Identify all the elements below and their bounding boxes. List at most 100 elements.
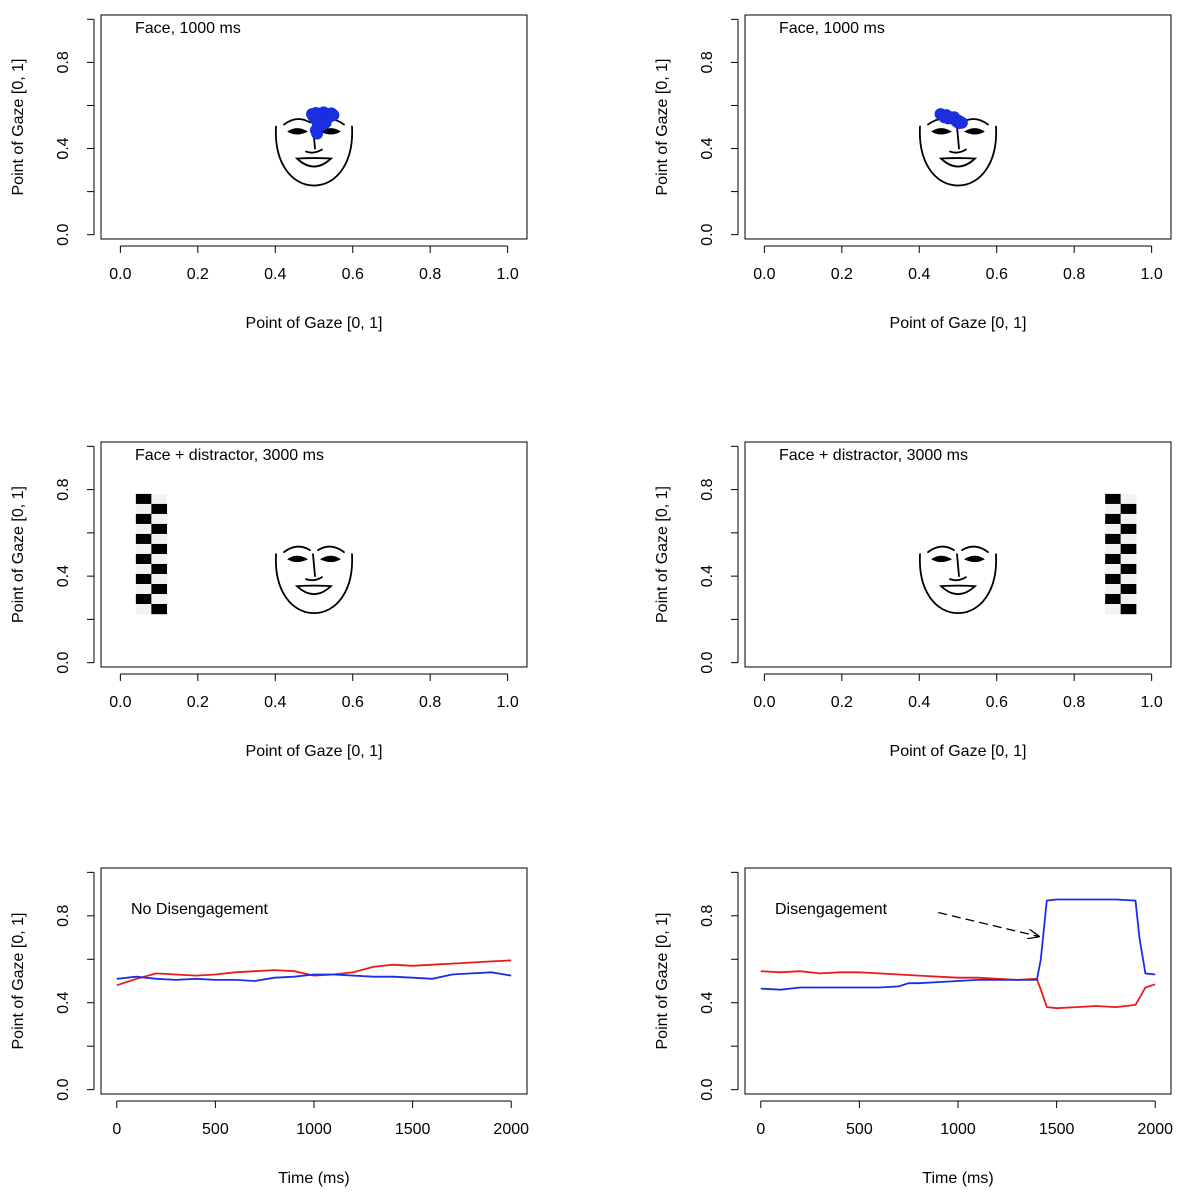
right-brow	[317, 545, 345, 554]
y-tick-label: 0.0	[55, 223, 72, 245]
x-tick-label: 0.8	[419, 694, 441, 711]
checker-cell	[151, 563, 168, 575]
y-axis: 0.0 0.4 0.8	[699, 445, 739, 674]
series-line-1	[116, 959, 512, 987]
x-tick-label: 0.8	[1063, 266, 1085, 283]
checker-cell	[1120, 573, 1137, 585]
x-tick-label: 500	[846, 1121, 873, 1138]
nostril	[949, 148, 967, 154]
x-tick-label: 1.0	[1141, 694, 1163, 711]
checker-cell	[151, 533, 168, 545]
checker-cell	[1105, 543, 1121, 555]
x-tick-label: 0.6	[986, 694, 1008, 711]
checker-cell	[1105, 523, 1121, 535]
checker-cell	[1105, 503, 1121, 515]
series-line-2	[116, 971, 512, 982]
x-tick-label: 1.0	[497, 694, 519, 711]
panel-annotation: Disengagement	[775, 901, 888, 918]
checker-cell	[1120, 583, 1137, 595]
gaze-points	[934, 108, 968, 130]
face-outline	[275, 553, 353, 615]
plot-frame	[100, 867, 528, 1095]
y-axis: 0.0 0.4 0.8	[55, 871, 95, 1101]
checker-cell	[151, 593, 168, 605]
checker-cell	[135, 543, 152, 555]
y-axis-label: Point of Gaze [0, 1]	[654, 59, 671, 196]
gaze-point	[307, 110, 320, 123]
plot-frame	[744, 867, 1172, 1095]
y-tick-label: 0.0	[55, 1078, 72, 1100]
distractor-checkerboard	[1105, 493, 1137, 615]
x-axis-label: Point of Gaze [0, 1]	[890, 315, 1027, 332]
face-drawing	[919, 118, 997, 187]
x-axis-label: Time (ms)	[922, 1170, 993, 1187]
checker-cell	[135, 493, 152, 505]
x-axis: 0.0 0.2 0.4 0.6 0.8 1.0	[753, 245, 1163, 283]
face-outline	[919, 125, 997, 187]
y-axis-label: Point of Gaze [0, 1]	[10, 913, 27, 1050]
x-tick-label: 1.0	[1141, 266, 1163, 283]
y-tick-label: 0.8	[699, 905, 716, 927]
mouth	[294, 584, 334, 596]
x-axis: 0 500 1000 1500 2000	[112, 1100, 529, 1138]
checker-cell	[135, 603, 152, 615]
x-tick-label: 0.2	[187, 694, 209, 711]
checker-cell	[1120, 503, 1137, 515]
series-line-2	[760, 898, 1156, 991]
x-tick-label: 0.0	[753, 266, 775, 283]
y-tick-label: 0.0	[699, 1078, 716, 1100]
face-outline	[919, 553, 997, 615]
y-tick-label: 0.8	[699, 478, 716, 500]
x-axis-label: Point of Gaze [0, 1]	[890, 743, 1027, 760]
y-tick-label: 0.0	[699, 223, 716, 245]
x-tick-label: 0.4	[908, 266, 930, 283]
right-brow	[961, 545, 989, 554]
mouth	[938, 157, 978, 168]
nose-bridge	[956, 553, 960, 578]
checker-cell	[151, 513, 168, 525]
y-axis: 0.0 0.4 0.8	[55, 18, 95, 246]
y-tick-label: 0.4	[699, 565, 716, 587]
panel-bottom-right: 0 500 1000 1500 2000 Time (ms) 0.0 0.4 0.8 Point …	[654, 867, 1173, 1187]
y-tick-label: 0.8	[699, 51, 716, 73]
panel-middle-left: 0.0 0.2 0.4 0.6 0.8 1.0 Point of Gaze [0, 1] 0.…	[10, 441, 528, 760]
x-tick-label: 0.4	[908, 694, 930, 711]
y-axis-label: Point of Gaze [0, 1]	[10, 486, 27, 623]
x-tick-label: 0	[756, 1121, 765, 1138]
checker-cell	[151, 493, 168, 505]
distractor-checkerboard	[135, 493, 168, 615]
y-tick-label: 0.0	[699, 651, 716, 673]
y-axis-label: Point of Gaze [0, 1]	[654, 486, 671, 623]
x-tick-label: 1.0	[497, 266, 519, 283]
series-line-1	[760, 970, 1156, 1010]
annotation-arrow	[938, 911, 1039, 937]
x-axis: 0.0 0.2 0.4 0.6 0.8 1.0	[109, 245, 519, 283]
panel-annotation: Face + distractor, 3000 ms	[779, 447, 968, 464]
x-tick-label: 0.0	[109, 694, 131, 711]
y-tick-label: 0.8	[55, 478, 72, 500]
checker-cell	[1105, 493, 1121, 505]
x-tick-label: 0.6	[342, 266, 364, 283]
checker-cell	[135, 583, 152, 595]
face-outline	[275, 125, 353, 187]
left-eye	[931, 128, 953, 135]
x-tick-label: 0	[112, 1121, 121, 1138]
y-tick-label: 0.4	[55, 565, 72, 587]
y-axis: 0.0 0.4 0.8	[699, 871, 739, 1101]
x-axis-label: Point of Gaze [0, 1]	[246, 315, 383, 332]
panel-bottom-left: 0 500 1000 1500 2000 Time (ms) 0.0 0.4 0.8 Point …	[10, 867, 529, 1187]
checker-cell	[151, 583, 168, 595]
plot-frame	[744, 441, 1172, 668]
y-tick-label: 0.4	[699, 137, 716, 159]
x-tick-label: 1000	[940, 1121, 976, 1138]
panel-annotation: Face + distractor, 3000 ms	[135, 447, 324, 464]
y-tick-label: 0.4	[55, 137, 72, 159]
left-brow	[927, 545, 955, 554]
checker-cell	[1120, 513, 1137, 525]
y-axis: 0.0 0.4 0.8	[55, 445, 95, 674]
x-tick-label: 0.2	[187, 266, 209, 283]
x-axis-label: Point of Gaze [0, 1]	[246, 743, 383, 760]
checker-cell	[151, 503, 168, 515]
x-tick-label: 0.6	[342, 694, 364, 711]
y-tick-label: 0.0	[55, 651, 72, 673]
